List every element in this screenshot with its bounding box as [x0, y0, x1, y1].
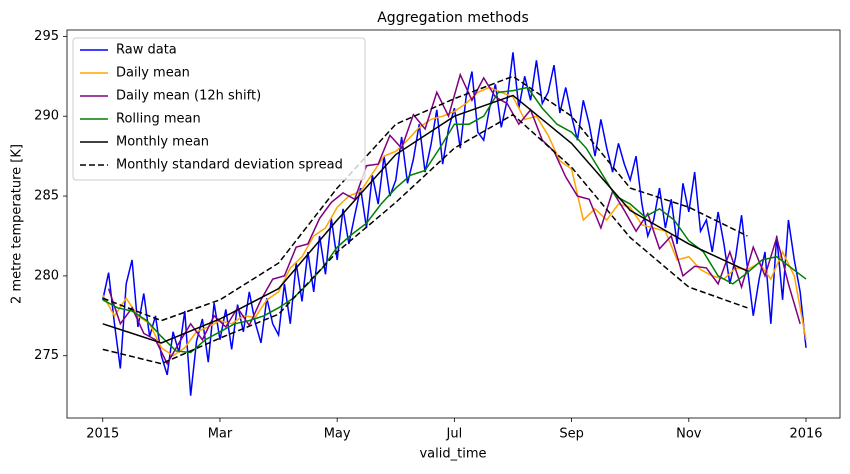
legend-label: Daily mean (12h shift): [116, 89, 261, 104]
y-tick-label: 290: [34, 109, 59, 124]
y-tick-label: 275: [34, 348, 59, 363]
y-tick-label: 280: [34, 268, 59, 283]
legend-label: Rolling mean: [116, 112, 201, 127]
axes-frame: [66, 29, 841, 419]
x-tick-label: May: [324, 427, 351, 442]
legend-box: [72, 37, 366, 181]
series-line: [102, 52, 807, 396]
series-line: [102, 113, 748, 365]
plot-area: [102, 52, 807, 396]
series-line: [107, 72, 801, 366]
x-tick-label: Nov: [676, 427, 702, 442]
x-axis-label: valid_time: [419, 447, 486, 462]
x-tick-label: 2016: [789, 427, 822, 442]
y-axis-label: 2 metre temperature [K]: [10, 144, 25, 304]
x-tick-label: Sep: [559, 427, 584, 442]
legend: Raw data Daily mean Daily mean (12h shift)…: [72, 37, 366, 181]
x-tick-label: Mar: [208, 427, 233, 442]
x-tick-label: Jul: [446, 427, 463, 442]
series-line: [102, 86, 807, 354]
legend-label: Daily mean: [116, 66, 190, 81]
y-tick-label: 295: [34, 29, 59, 44]
series-line: [102, 75, 748, 322]
legend-label: Monthly standard deviation spread: [116, 158, 343, 173]
series-line: [102, 94, 748, 344]
legend-label: Raw data: [116, 43, 177, 58]
chart-title: Aggregation methods: [377, 10, 529, 26]
x-tick-label: 2015: [86, 427, 119, 442]
legend-label: Monthly mean: [116, 135, 209, 150]
y-tick-label: 285: [34, 189, 59, 204]
